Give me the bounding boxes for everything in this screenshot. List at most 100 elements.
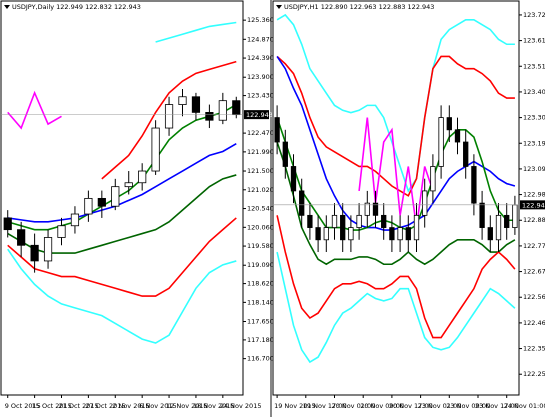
- indicator-line: [155, 21, 237, 43]
- indicator-line: [276, 141, 516, 266]
- indicator-line: [7, 217, 237, 297]
- x-tick-label: 21 Oct 2015: [59, 402, 99, 410]
- candle-body: [340, 214, 346, 241]
- candle-body: [178, 96, 187, 105]
- x-tick-label: 9 Oct 2015: [5, 402, 41, 410]
- indicator-line: [7, 90, 62, 130]
- last-price-box: [244, 110, 269, 120]
- indicator-line: [7, 142, 237, 223]
- y-tick-label: 123.405: [523, 88, 545, 96]
- candle-body: [495, 214, 502, 241]
- x-tick-label: 18 Nov 2015: [193, 402, 235, 410]
- candle-body: [512, 204, 518, 228]
- y-tick-label: 120.060: [247, 223, 274, 231]
- candle-body: [372, 202, 379, 216]
- candle-body: [138, 170, 147, 184]
- candle-body: [323, 227, 329, 241]
- candle-body: [3, 217, 12, 231]
- x-tick-label: 19 Nov 2015: [274, 402, 316, 410]
- y-tick-label: 121.990: [247, 148, 274, 156]
- y-tick-label: 121.020: [247, 186, 274, 194]
- indicator-line: [276, 117, 515, 231]
- y-tick-label: 125.360: [247, 16, 274, 24]
- candle-body: [348, 227, 354, 241]
- candle-body: [97, 197, 106, 207]
- candle-body: [70, 213, 80, 227]
- candle-body: [124, 182, 133, 188]
- x-tick-label: 20 Nov 01:00: [332, 402, 376, 410]
- y-tick-label: 118.620: [247, 280, 274, 288]
- y-tick-label: 123.090: [523, 165, 545, 173]
- title-marker: [4, 5, 10, 9]
- candle-body: [331, 214, 338, 228]
- candle-body: [471, 166, 477, 204]
- y-tick-label: 122.470: [247, 129, 274, 137]
- candle-body: [274, 117, 280, 143]
- y-tick-label: 122.670: [523, 268, 545, 276]
- y-tick-label: 118.140: [247, 298, 274, 306]
- x-tick-label: 23 Nov 17:00: [475, 402, 519, 410]
- candle-body: [164, 104, 174, 129]
- y-tick-label: 122.985: [523, 191, 545, 199]
- chart-panel: 123.720 123.615 123.510 123.405 123.300 123.1…: [272, 0, 545, 410]
- indicator-line: [276, 251, 516, 364]
- indicator-line: [7, 103, 237, 231]
- y-tick-label: 123.510: [523, 62, 545, 70]
- x-tick-label: 2 Nov 2015: [112, 402, 149, 410]
- chart-title: USDJPY,Daily 122.949 122.832 122.943: [12, 3, 141, 11]
- candle-body: [205, 111, 214, 121]
- x-tick-label: 23 Nov 01:00: [418, 402, 462, 410]
- title-marker: [276, 5, 282, 9]
- x-tick-label: 20 Nov 17:00: [389, 402, 433, 410]
- candle-body: [30, 244, 39, 262]
- candle-body: [454, 129, 461, 143]
- candle-body: [315, 227, 321, 241]
- x-tick-label: 6 Nov 2015: [139, 402, 177, 410]
- last-price-label: 122.943: [522, 201, 545, 209]
- x-tick-label: 19 Nov 17:00: [303, 402, 347, 410]
- y-tick-label: 122.775: [523, 242, 545, 250]
- y-tick-label: 123.900: [247, 73, 274, 81]
- y-tick-label: 123.720: [523, 11, 545, 19]
- x-tick-label: 27 Oct 2015: [85, 402, 125, 410]
- indicator-line: [101, 60, 237, 180]
- indicator-line: [276, 215, 516, 339]
- candle-body: [43, 237, 53, 262]
- candle-body: [413, 214, 420, 241]
- candle-body: [17, 229, 26, 246]
- candle-body: [57, 225, 66, 238]
- y-tick-label: 122.460: [523, 319, 545, 327]
- last-price-label: 122.943: [246, 111, 273, 119]
- y-tick-label: 123.430: [247, 92, 274, 100]
- x-tick-label: 20 Nov 09:00: [360, 402, 404, 410]
- indicator-line: [276, 13, 515, 193]
- candle-body: [463, 141, 469, 167]
- plot-frame: [0, 0, 244, 396]
- plot-frame: [272, 0, 520, 396]
- y-tick-label: 123.615: [523, 37, 545, 45]
- candle-body: [422, 190, 428, 216]
- y-tick-label: 122.250: [523, 370, 545, 378]
- x-tick-label: 15 Oct 2015: [32, 402, 72, 410]
- x-tick-label: 24 Nov 01:00: [504, 402, 545, 410]
- x-tick-label: 23 Nov 09:00: [446, 402, 490, 410]
- y-tick-label: 121.500: [247, 167, 274, 175]
- candle-body: [487, 227, 493, 241]
- x-tick-label: 24 Nov 2015: [220, 402, 262, 410]
- indicator-line: [276, 56, 516, 231]
- indicator-line: [358, 117, 434, 228]
- plot-area: [3, 21, 241, 344]
- y-tick-label: 122.565: [523, 293, 545, 301]
- y-tick-label: 117.650: [247, 318, 274, 326]
- candle-body: [84, 197, 93, 215]
- x-tick-label: 12 Nov 2015: [166, 402, 208, 410]
- indicator-line: [7, 248, 237, 344]
- candle-body: [111, 186, 120, 207]
- candle-body: [191, 96, 201, 113]
- y-tick-label: 116.700: [247, 355, 274, 363]
- candle-body: [290, 166, 297, 192]
- candle-body: [405, 227, 411, 241]
- candle-body: [307, 214, 313, 228]
- last-price-box: [520, 200, 545, 210]
